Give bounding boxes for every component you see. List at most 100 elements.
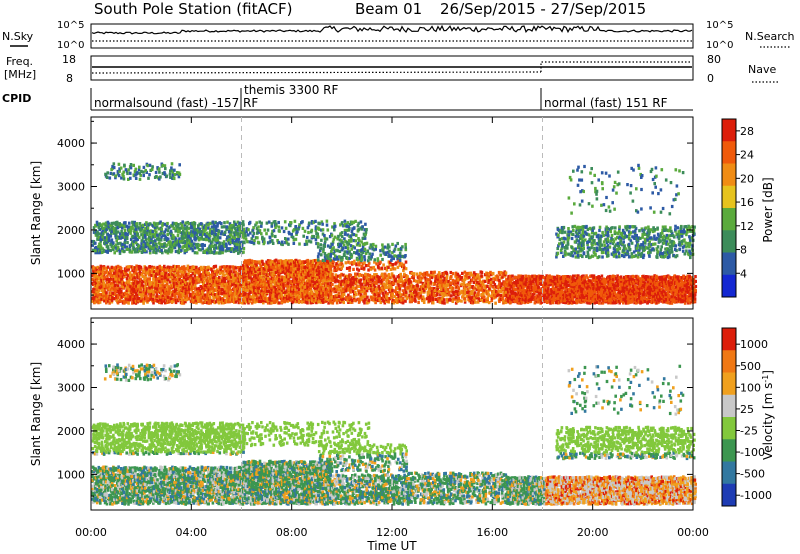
power-cell xyxy=(180,222,183,226)
power-cell xyxy=(142,243,145,247)
power-cell xyxy=(517,274,520,278)
power-cell xyxy=(223,294,226,298)
power-cell xyxy=(102,232,105,236)
power-cell xyxy=(213,288,216,293)
power-cell xyxy=(114,222,118,227)
power-cell xyxy=(225,272,229,276)
power-cell xyxy=(276,268,279,272)
power-cell xyxy=(304,275,308,279)
power-cell xyxy=(242,232,245,236)
power-cell xyxy=(144,238,148,242)
power-cell xyxy=(149,238,153,242)
power-cell xyxy=(319,282,323,287)
power-cell xyxy=(213,270,217,274)
power-cell xyxy=(214,280,217,284)
power-cell xyxy=(359,220,363,224)
power-cell xyxy=(242,227,246,231)
power-cell xyxy=(300,289,304,293)
power-cell xyxy=(266,289,269,293)
power-cell xyxy=(290,273,293,277)
power-cell xyxy=(244,288,248,293)
power-cell xyxy=(130,265,134,269)
power-cell xyxy=(138,280,141,284)
power-cell xyxy=(173,289,177,293)
power-cell xyxy=(109,291,113,295)
power-cell xyxy=(325,237,329,241)
power-cell xyxy=(99,247,102,251)
power-cell xyxy=(293,219,297,223)
power-cell xyxy=(139,278,143,282)
power-cell xyxy=(241,264,245,268)
power-cell xyxy=(166,274,169,278)
power-cell xyxy=(159,220,162,224)
power-cell xyxy=(227,300,230,304)
power-cell xyxy=(234,266,238,270)
nsearch-tick-top: 10^5 xyxy=(706,20,733,31)
power-cell xyxy=(345,240,349,244)
power-cell xyxy=(179,231,183,235)
power-cell xyxy=(263,295,267,299)
power-cell xyxy=(388,280,391,284)
power-cell xyxy=(168,265,172,269)
power-cell xyxy=(114,297,117,301)
power-cell xyxy=(247,284,251,288)
power-cell xyxy=(237,301,241,305)
power-cell xyxy=(242,279,246,283)
power-cell xyxy=(174,237,178,241)
power-cell xyxy=(311,276,314,280)
power-cell xyxy=(94,233,98,237)
power-cell xyxy=(237,291,241,295)
power-cell xyxy=(303,283,306,288)
power-cell xyxy=(255,292,259,296)
power-cell xyxy=(118,287,121,291)
power-cell xyxy=(213,275,216,280)
power-cell xyxy=(115,249,118,253)
power-cell xyxy=(163,295,167,299)
power-cell xyxy=(195,279,199,283)
power-cell xyxy=(174,229,177,233)
power-cell xyxy=(113,283,117,287)
power-cell xyxy=(119,272,123,276)
power-cell xyxy=(277,240,281,244)
power-cell xyxy=(318,222,321,226)
power-cell xyxy=(136,250,140,254)
power-cell xyxy=(352,239,356,243)
power-cell xyxy=(229,290,233,294)
power-cell xyxy=(109,281,113,286)
power-cell xyxy=(356,224,360,228)
power-cell xyxy=(98,276,101,280)
power-cell xyxy=(195,301,198,305)
power-cell xyxy=(287,285,291,289)
power-cell xyxy=(457,287,461,291)
power-cell xyxy=(309,269,313,273)
power-cell xyxy=(140,267,143,271)
power-cell xyxy=(161,283,165,287)
power-cell xyxy=(152,269,156,273)
power-cell xyxy=(101,247,104,251)
power-cell xyxy=(197,289,200,293)
power-cell xyxy=(222,288,226,292)
power-cell xyxy=(150,273,153,278)
power-cell xyxy=(133,248,137,252)
power-cell xyxy=(398,287,402,291)
power-cell xyxy=(201,232,205,236)
power-cell xyxy=(115,220,119,224)
power-cell xyxy=(172,281,176,285)
power-cell xyxy=(304,265,308,269)
power-cell xyxy=(106,283,110,287)
power-cell xyxy=(156,248,160,252)
power-cell xyxy=(153,228,157,232)
power-cell xyxy=(187,233,191,237)
power-cell xyxy=(326,283,330,287)
power-cell xyxy=(124,245,127,249)
power-cell xyxy=(142,270,145,274)
power-cell xyxy=(209,274,213,278)
power-cell xyxy=(264,287,267,291)
power-cell xyxy=(127,301,130,305)
power-cell xyxy=(118,280,121,284)
power-cell xyxy=(168,242,172,246)
power-cell xyxy=(237,232,240,236)
power-cell xyxy=(143,277,146,281)
power-cell xyxy=(134,225,137,229)
power-cell xyxy=(253,283,256,287)
